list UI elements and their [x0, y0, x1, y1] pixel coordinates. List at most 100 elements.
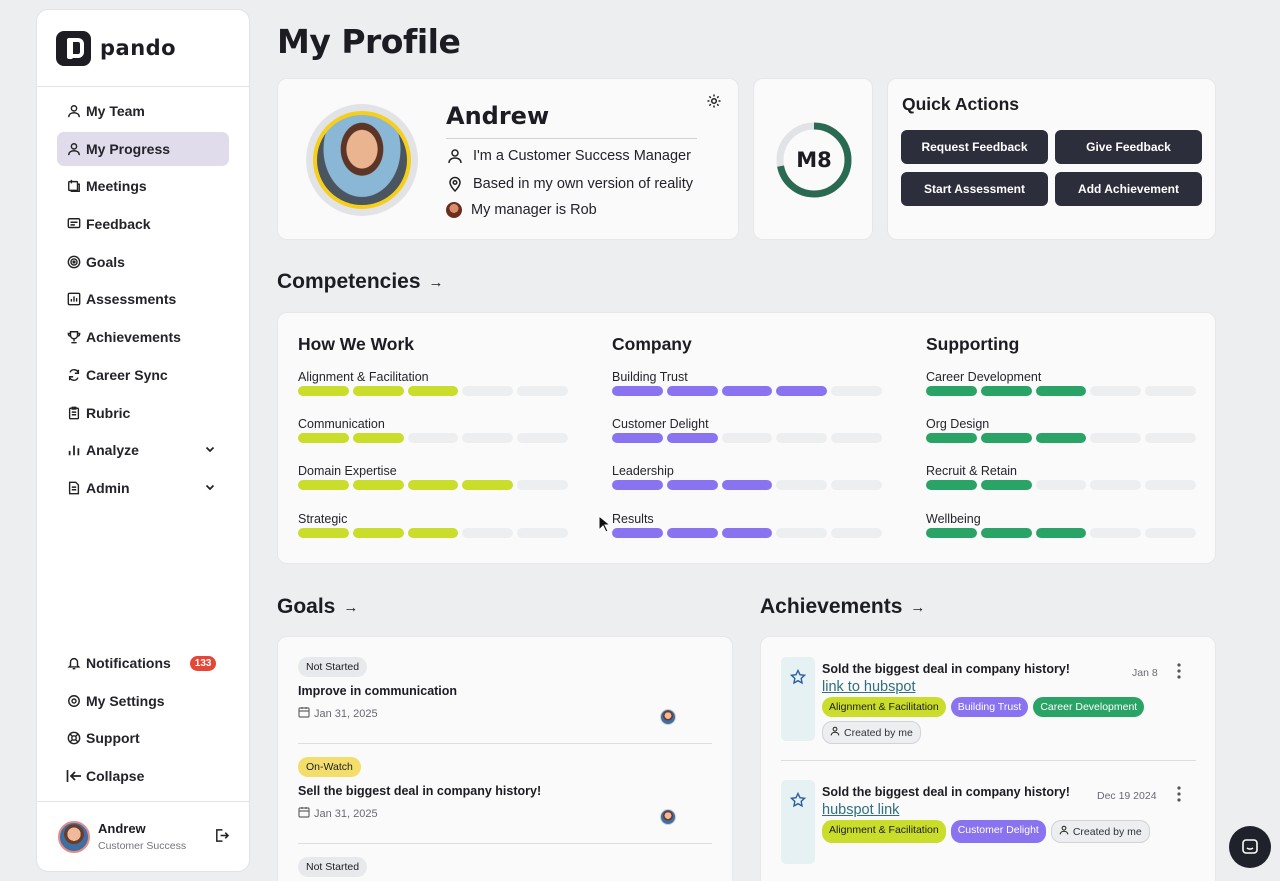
- add-achievement-button[interactable]: Add Achievement: [1055, 172, 1202, 206]
- request-feedback-button[interactable]: Request Feedback: [901, 130, 1048, 164]
- more-options-icon[interactable]: [1177, 663, 1181, 684]
- quick-actions-card: Quick Actions Request Feedback Give Feed…: [887, 78, 1216, 240]
- goal-status-badge: Not Started: [298, 657, 368, 677]
- pando-logo-icon: [56, 30, 91, 66]
- chevron-down-icon[interactable]: [204, 442, 216, 458]
- competency-label: Results: [612, 512, 654, 526]
- sidebar-item-feedback[interactable]: Feedback: [57, 207, 229, 241]
- achievement-item[interactable]: Sold the biggest deal in company history…: [781, 657, 1196, 757]
- start-assessment-button[interactable]: Start Assessment: [901, 172, 1048, 206]
- competency-level-bar: [1090, 433, 1142, 443]
- competency-level-bar: [776, 480, 828, 490]
- competency-item[interactable]: Career Development: [926, 370, 1196, 396]
- competency-level-meter: [926, 433, 1196, 443]
- sidebar-item-admin[interactable]: Admin: [57, 471, 229, 505]
- sidebar-item-collapse[interactable]: Collapse: [57, 759, 229, 793]
- user-icon: [1059, 825, 1069, 838]
- competency-level-meter: [298, 433, 568, 443]
- goal-item[interactable]: Not Started Improve in communication Jan 3…: [298, 657, 712, 725]
- achievement-item[interactable]: Sold the biggest deal in company history…: [781, 780, 1196, 880]
- user-icon: [446, 148, 464, 164]
- sidebar-item-goals[interactable]: Goals: [57, 245, 229, 279]
- sidebar-item-label: Goals: [86, 253, 125, 270]
- logout-icon[interactable]: [214, 828, 230, 848]
- sidebar-nav: My Team My Progress Meetings Feedback Goals A…: [37, 87, 249, 505]
- sidebar-item-label: Collapse: [86, 768, 145, 785]
- divider: [446, 138, 697, 139]
- goal-due-date: Jan 31, 2025: [298, 706, 712, 721]
- level-card[interactable]: M8: [753, 78, 873, 240]
- created-by-badge: Created by me: [822, 721, 921, 744]
- sidebar-item-rubric[interactable]: Rubric: [57, 396, 229, 430]
- competency-level-bar: [721, 433, 773, 443]
- achievement-meta: Created by me: [822, 721, 921, 744]
- sidebar-item-notifications[interactable]: Notifications 133: [57, 646, 229, 680]
- competency-level-bar: [1035, 528, 1087, 538]
- lifebuoy-icon: [66, 730, 82, 746]
- user-footer[interactable]: Andrew Customer Success: [37, 801, 249, 871]
- clipboard-icon: [66, 405, 82, 421]
- competency-tag: Alignment & Facilitation: [822, 697, 946, 717]
- competency-item[interactable]: Wellbeing: [926, 512, 1196, 538]
- achievement-link[interactable]: link to hubspot: [822, 679, 916, 695]
- logo[interactable]: pando: [37, 10, 249, 87]
- sidebar-item-assessments[interactable]: Assessments: [57, 282, 229, 316]
- competency-level-bar: [1145, 433, 1196, 443]
- more-options-icon[interactable]: [1177, 786, 1181, 807]
- notification-count-badge: 133: [189, 655, 217, 671]
- sync-icon: [66, 367, 82, 383]
- avatar: [660, 809, 676, 825]
- competency-level-bar: [612, 386, 663, 396]
- sidebar-item-label: Support: [86, 730, 140, 747]
- competency-level-bar: [1145, 386, 1196, 396]
- competency-level-bar: [926, 480, 977, 490]
- competency-label: Org Design: [926, 417, 990, 431]
- competency-level-bar: [298, 433, 349, 443]
- competencies-heading[interactable]: Competencies →: [277, 270, 444, 294]
- goals-heading[interactable]: Goals →: [277, 595, 358, 619]
- chat-button[interactable]: [1229, 826, 1271, 868]
- goal-item[interactable]: On-Watch Sell the biggest deal in company…: [298, 757, 712, 825]
- competency-tag: Customer Delight: [950, 820, 1046, 843]
- sidebar-item-label: Assessments: [86, 291, 177, 308]
- competency-item[interactable]: Results: [612, 512, 882, 538]
- competency-item[interactable]: Customer Delight: [612, 417, 882, 443]
- goal-date-text: Jan 31, 2025: [314, 807, 378, 820]
- sidebar-item-my-team[interactable]: My Team: [57, 94, 229, 128]
- sidebar: pando My Team My Progress Meetings Feedback…: [36, 9, 250, 872]
- competency-level-bar: [407, 480, 459, 490]
- competency-item[interactable]: Building Trust: [612, 370, 882, 396]
- achievements-heading[interactable]: Achievements →: [760, 595, 925, 619]
- gear-icon[interactable]: [706, 93, 722, 114]
- sidebar-item-career-sync[interactable]: Career Sync: [57, 358, 229, 392]
- competency-level-meter: [298, 480, 568, 490]
- sidebar-item-meetings[interactable]: Meetings: [57, 169, 229, 203]
- competency-item[interactable]: Org Design: [926, 417, 1196, 443]
- sidebar-item-label: Analyze: [86, 442, 139, 459]
- goal-item[interactable]: Not Started: [298, 857, 712, 877]
- profile-avatar[interactable]: [313, 111, 411, 209]
- chevron-down-icon[interactable]: [204, 480, 216, 496]
- avatar: [58, 820, 90, 853]
- profile-name: Andrew: [446, 102, 550, 130]
- competency-item[interactable]: Communication: [298, 417, 568, 443]
- sidebar-item-label: My Settings: [86, 692, 165, 709]
- sidebar-item-achievements[interactable]: Achievements: [57, 320, 229, 354]
- sidebar-item-my-progress[interactable]: My Progress: [57, 131, 229, 166]
- achievement-date: Jan 8: [1132, 667, 1158, 679]
- competency-item[interactable]: Strategic: [298, 512, 568, 538]
- sidebar-item-my-settings[interactable]: My Settings: [57, 684, 229, 718]
- competency-item[interactable]: Alignment & Facilitation: [298, 370, 568, 396]
- competency-item[interactable]: Recruit & Retain: [926, 464, 1196, 490]
- competency-level-bar: [666, 386, 718, 396]
- sidebar-item-support[interactable]: Support: [57, 721, 229, 755]
- bell-icon: [66, 655, 82, 671]
- achievement-link[interactable]: hubspot link: [822, 802, 900, 818]
- give-feedback-button[interactable]: Give Feedback: [1055, 130, 1202, 164]
- sidebar-item-analyze[interactable]: Analyze: [57, 433, 229, 467]
- competency-level-bar: [980, 386, 1032, 396]
- competency-label: Strategic: [298, 512, 348, 526]
- competency-item[interactable]: Domain Expertise: [298, 464, 568, 490]
- competency-item[interactable]: Leadership: [612, 464, 882, 490]
- page-title: My Profile: [277, 22, 461, 61]
